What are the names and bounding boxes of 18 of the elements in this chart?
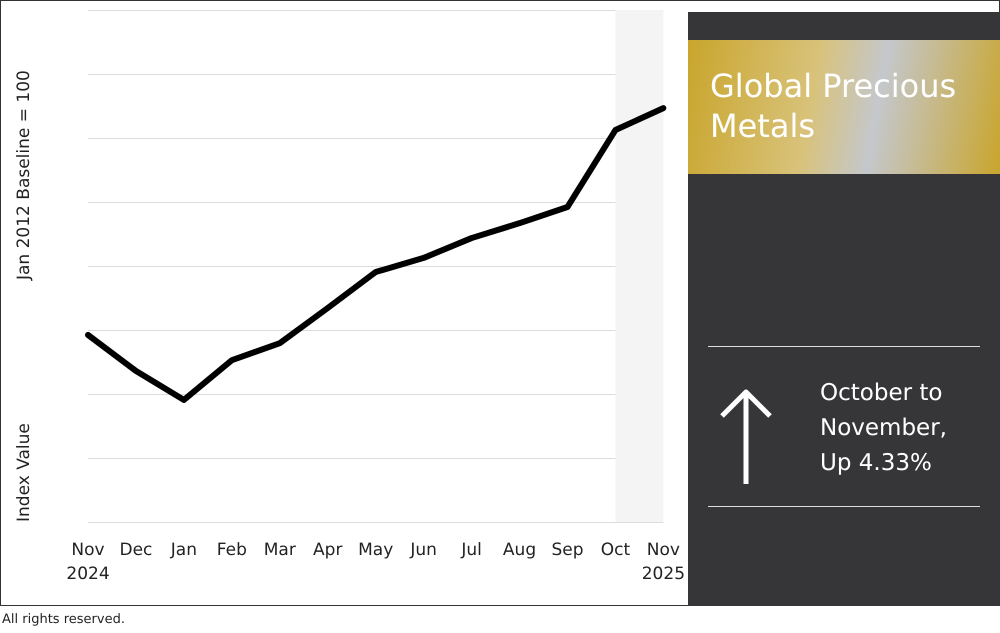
x-tick-label: Apr [313, 540, 342, 560]
text: All rights reserved. [2, 612, 125, 627]
x-tick-label: Dec [119, 540, 152, 560]
text: Jan 2012 Baseline = 100 [14, 70, 34, 280]
x-tick-label: Sep [551, 540, 584, 560]
x-tick-label: Feb [216, 540, 247, 560]
text: October to November, Up 4.33% [820, 379, 948, 478]
x-tick-label: Jan [170, 540, 198, 560]
x-tick-label: Oct [600, 540, 630, 560]
x-tick-label: Nov 2024 [66, 540, 110, 584]
x-tick-label: Nov 2025 [642, 540, 685, 584]
y-axis-title: Index Value [14, 423, 34, 522]
text: Global Precious Metals [710, 66, 958, 146]
x-tick-label: Aug [502, 540, 536, 560]
x-tick-label: Mar [264, 540, 296, 560]
x-tick-label: Jul [460, 540, 482, 560]
x-tick-label: Jun [409, 540, 437, 560]
x-tick-label: May [358, 540, 394, 560]
